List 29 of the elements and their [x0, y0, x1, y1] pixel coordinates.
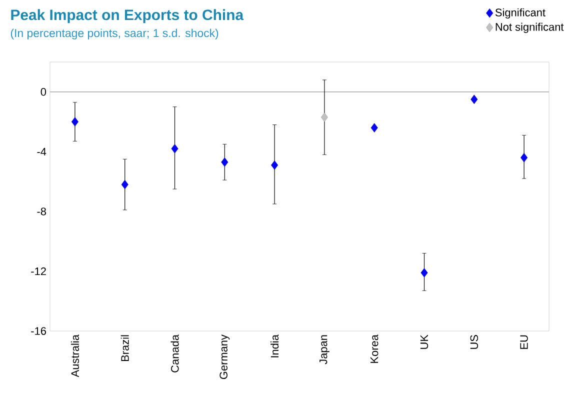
x-tick-label: Germany: [220, 334, 230, 380]
point: [420, 268, 428, 278]
legend-label: Significant: [495, 8, 546, 19]
point: [370, 123, 378, 132]
y-tick-label: -12: [31, 267, 46, 276]
y-tick-label: -8: [37, 208, 46, 216]
x-tick-label: Japan: [320, 335, 330, 364]
y-tick-label: -4: [37, 148, 46, 156]
point: [121, 180, 128, 190]
legend-label: Not significant: [496, 22, 564, 33]
x-tick-label: Canada: [170, 334, 179, 372]
point: [221, 157, 228, 167]
point: [71, 117, 78, 126]
chart-title: Peak Impact on Exports to China: [11, 9, 244, 24]
point: [470, 94, 478, 104]
x-tick-label: EU: [520, 335, 528, 349]
chart-subtitle: (In percentage points, saar; 1 s.d. shock): [10, 28, 218, 40]
point: [271, 160, 278, 170]
y-tick-label: -16: [31, 327, 46, 335]
x-tick-label: Korea: [370, 334, 378, 363]
x-tick-label: Brazil: [120, 335, 129, 362]
point: [520, 153, 528, 162]
x-tick-label: India: [270, 334, 279, 358]
x-tick-label: US: [470, 335, 478, 349]
x-tick-label: Australia: [70, 334, 79, 378]
point: [320, 112, 328, 122]
point: [171, 144, 178, 154]
y-tick-label: 0: [40, 88, 46, 96]
x-tick-label: UK: [420, 334, 428, 349]
